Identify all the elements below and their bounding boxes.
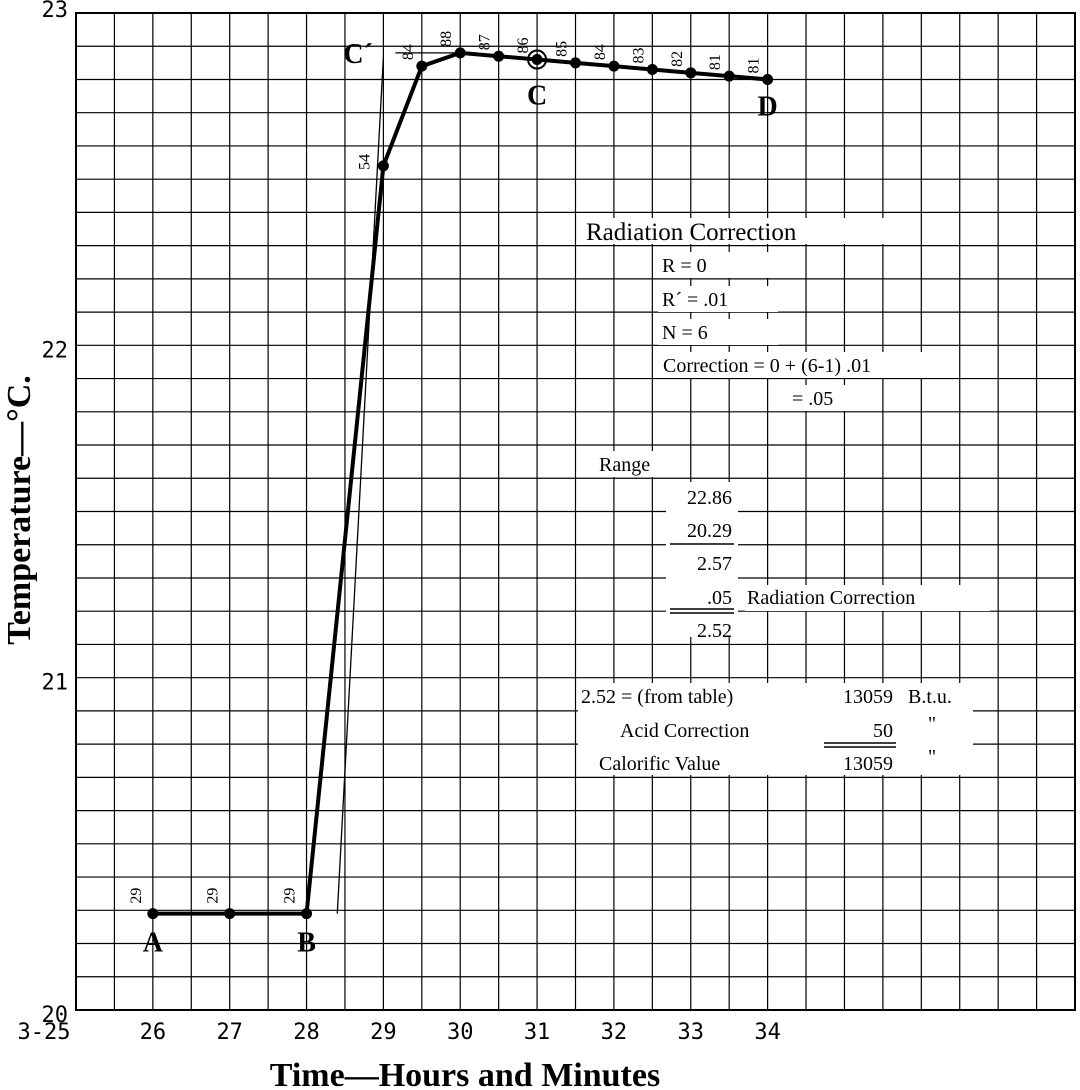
radiation-correction-title: Radiation Correction [586,219,797,246]
data-point [608,60,620,72]
point-value-label: 84 [400,44,417,60]
data-point [762,73,774,85]
data-point [377,160,389,172]
x-tick-label: 34 [754,1020,781,1045]
data-series: 29 29 29 54 84 88 87 86 85 84 83 82 81 81 [128,31,774,920]
x-tick-label: 31 [524,1020,551,1045]
data-point [646,63,658,75]
radiation-r-prime: R´ = .01 [662,289,728,311]
notes-bg [788,385,858,411]
acid-correction-value: 50 [873,720,893,742]
y-axis-ticks: 20 21 22 23 [42,0,69,1028]
notes-bg [658,252,778,278]
point-value-label: 87 [477,34,494,50]
acid-correction-label: Acid Correction [620,720,749,742]
point-value-label: 29 [128,888,145,904]
notes-bg [658,319,778,345]
point-value-label: 84 [592,44,609,60]
point-value-label: 29 [282,888,299,904]
x-tick-label: 3-25 [18,1020,71,1045]
y-axis-title: Temperature—°C. [1,375,38,645]
radiation-correction-result: = .05 [792,388,833,410]
data-point [723,70,735,82]
range-radiation-value: .05 [707,587,732,609]
radiation-correction-formula: Correction = 0 + (6-1) .01 [663,355,871,377]
range-difference: 2.57 [697,553,732,575]
range-corrected: 2.52 [697,620,732,642]
x-axis-ticks: 3-25 26 27 28 29 30 31 32 33 34 [18,1020,781,1045]
x-tick-label: 26 [140,1020,167,1045]
point-value-label: 83 [630,47,647,63]
calc-table-value: 13059 [843,686,893,708]
calc-unit: B.t.u. [908,686,952,708]
notes-bg [597,451,677,477]
data-point [454,47,466,59]
range-bg [666,482,738,637]
calculation-notes: Radiation Correction R = 0 R´ = .01 N = … [578,218,990,775]
marker-label-a: A [143,928,164,959]
point-value-label: 88 [438,31,455,47]
point-c-ring [527,49,548,70]
point-value-label: 81 [746,57,763,73]
range-title: Range [599,454,650,476]
data-point [685,67,697,79]
point-value-label: 85 [554,41,571,57]
extrapolation-line-group [336,52,461,914]
data-point [147,908,159,920]
calc-bg [578,683,973,775]
x-tick-label: 30 [447,1020,474,1045]
data-point [570,57,581,69]
y-tick-label: 21 [42,671,69,696]
x-axis-title: Time—Hours and Minutes [270,1057,660,1090]
radiation-r: R = 0 [662,255,707,277]
acid-ditto: " [928,713,936,735]
x-tick-label: 33 [678,1020,705,1045]
notes-bg [745,585,990,611]
data-point [531,54,543,66]
data-point [301,908,313,920]
marker-label-b: B [297,928,316,959]
range-value-high: 22.86 [687,487,732,509]
radiation-n: N = 6 [662,322,708,344]
notes-bg-title [583,218,901,244]
x-tick-label: 32 [601,1020,628,1045]
point-value-label: 29 [205,888,222,904]
curve-markers: A B C D C´ [143,39,778,959]
extrapolation-line [336,56,385,914]
marker-label-d: D [757,91,777,122]
temperature-curve [152,50,768,916]
data-point [493,50,505,62]
point-value-label: 86 [515,38,532,54]
point-value-label: 81 [707,54,724,70]
chart-grid [75,12,1076,1011]
range-radiation-label: Radiation Correction [747,587,915,609]
calorific-value-label: Calorific Value [599,753,720,775]
y-tick-label: 23 [42,0,69,23]
calc-range-table: 2.52 = (from table) [581,686,733,708]
notes-bg [660,352,952,378]
data-point [416,60,428,72]
x-tick-label: 29 [370,1020,397,1045]
x-tick-label: 28 [293,1020,320,1045]
calorific-value: 13059 [843,753,893,775]
y-tick-label: 20 [42,1003,69,1028]
point-value-label: 54 [356,154,373,170]
calorific-ditto: " [928,746,936,768]
data-point [224,908,236,920]
marker-label-c: C´ [343,39,373,70]
point-value-label: 82 [669,51,686,67]
notes-bg [658,286,778,312]
y-tick-label: 22 [42,338,69,363]
x-tick-label: 27 [216,1020,243,1045]
range-value-low: 20.29 [687,520,732,542]
marker-label-c: C [527,81,547,112]
